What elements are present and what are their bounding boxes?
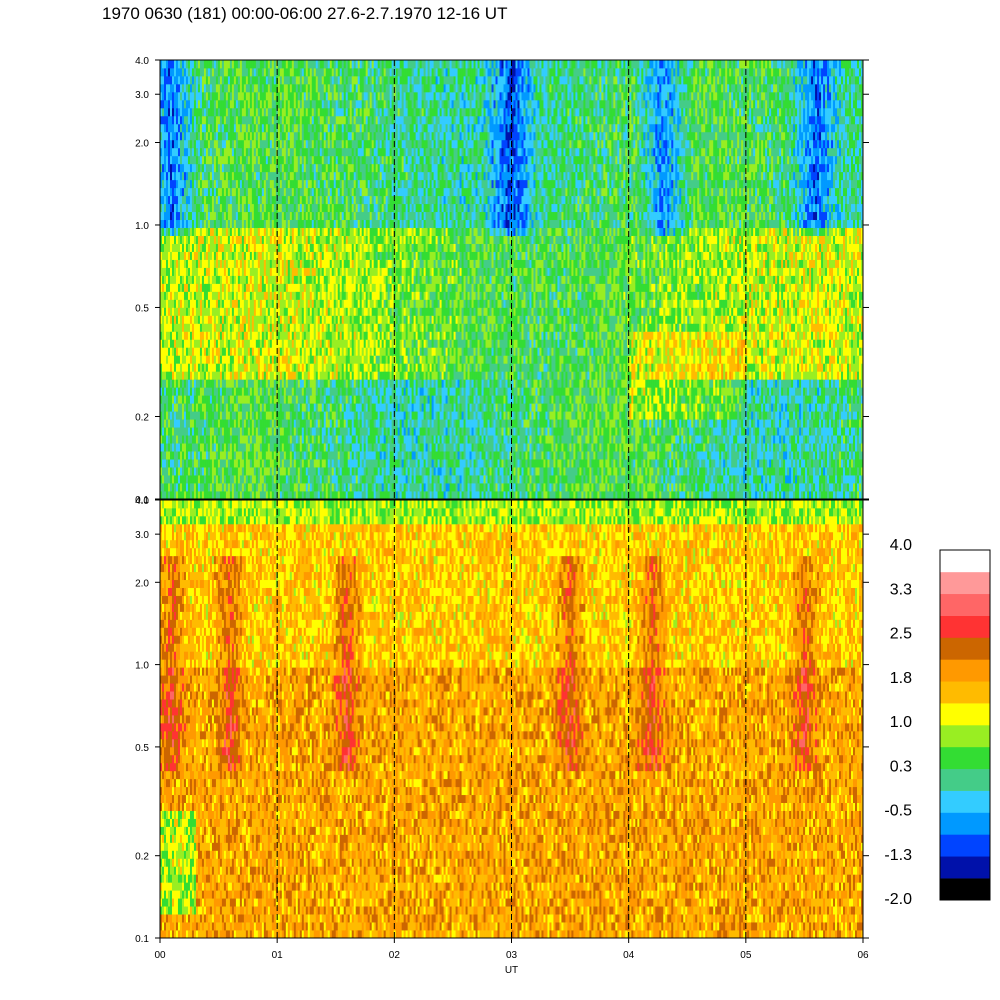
colorbar-segment-11 <box>940 637 990 660</box>
colorbar-label-4: 1.0 <box>890 714 912 731</box>
x-tick-label-03: 03 <box>506 950 518 961</box>
y-tick-label-bottom-3.0: 3.0 <box>135 530 149 541</box>
y-tick-label-bottom-4.0: 4.0 <box>135 496 149 507</box>
colorbar-segment-4 <box>940 790 990 813</box>
colorbar-segment-3 <box>940 812 990 835</box>
colorbar-frame <box>939 549 991 901</box>
x-tick-label-06: 06 <box>857 950 869 961</box>
colorbar-segment-9 <box>940 681 990 704</box>
y-tick-label-bottom-1.0: 1.0 <box>135 661 149 672</box>
x-tick-label-02: 02 <box>389 950 401 961</box>
colorbar-segment-1 <box>940 856 990 879</box>
colorbar-segment-13 <box>940 593 990 616</box>
y-tick-label-top-4.0: 4.0 <box>135 56 149 67</box>
y-tick-label-bottom-0.5: 0.5 <box>135 743 149 754</box>
x-axis-label: UT <box>505 965 518 976</box>
y-tick-label-bottom-0.2: 0.2 <box>135 852 149 863</box>
y-tick-label-top-1.0: 1.0 <box>135 221 149 232</box>
panel-frame-top <box>159 59 864 500</box>
colorbar-label-8: -2.0 <box>884 891 912 908</box>
colorbar <box>939 549 991 901</box>
colorbar-segment-15 <box>940 550 990 573</box>
heatmap-panel-bottom <box>160 500 864 939</box>
colorbar-label-5: 0.3 <box>890 758 912 775</box>
colorbar-label-0: 4.0 <box>890 537 912 554</box>
colorbar-segment-7 <box>940 725 990 748</box>
colorbar-label-6: -0.5 <box>884 803 912 820</box>
colorbar-segment-0 <box>940 878 990 901</box>
colorbar-segment-2 <box>940 834 990 857</box>
x-tick-label-00: 00 <box>154 950 166 961</box>
x-tick-label-05: 05 <box>740 950 752 961</box>
y-tick-label-bottom-2.0: 2.0 <box>135 578 149 589</box>
y-tick-label-top-3.0: 3.0 <box>135 90 149 101</box>
x-tick-label-04: 04 <box>623 950 635 961</box>
colorbar-segment-5 <box>940 768 990 791</box>
colorbar-label-7: -1.3 <box>884 847 912 864</box>
colorbar-label-1: 3.3 <box>890 581 912 598</box>
colorbar-label-2: 2.5 <box>890 626 912 643</box>
colorbar-segment-10 <box>940 659 990 682</box>
y-tick-label-top-0.1: 0.1 <box>135 495 149 506</box>
heatmap-panel-top <box>160 60 864 500</box>
colorbar-label-3: 1.8 <box>890 670 912 687</box>
colorbar-segment-14 <box>940 571 990 595</box>
y-tick-label-top-2.0: 2.0 <box>135 138 149 149</box>
chart-title: 1970 0630 (181) 00:00-06:00 27.6-2.7.197… <box>102 4 507 24</box>
y-tick-label-top-0.2: 0.2 <box>135 413 149 424</box>
colorbar-segment-12 <box>940 615 990 638</box>
y-tick-label-top-0.5: 0.5 <box>135 303 149 314</box>
colorbar-segment-6 <box>940 746 990 770</box>
x-tick-label-01: 01 <box>272 950 284 961</box>
colorbar-segment-8 <box>940 703 990 726</box>
y-tick-label-bottom-0.1: 0.1 <box>135 934 149 945</box>
